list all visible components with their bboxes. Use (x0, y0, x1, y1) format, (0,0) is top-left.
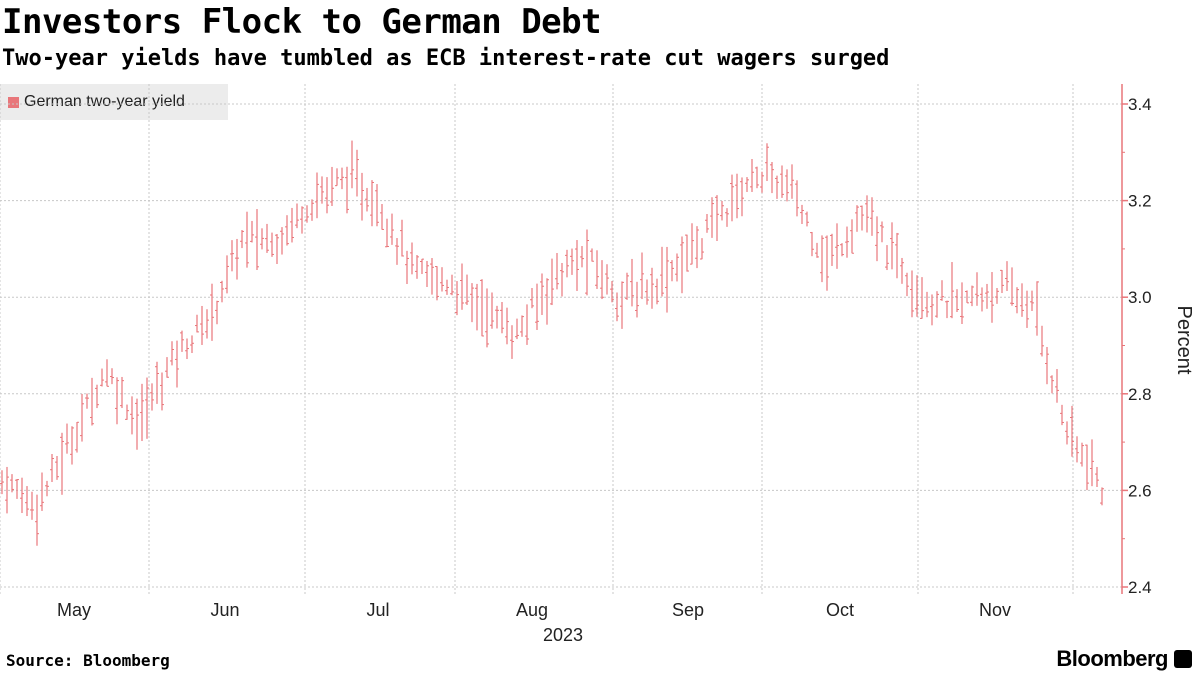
price-bars (0, 140, 1104, 546)
x-axis-year-label: 2023 (543, 625, 583, 645)
y-tick-label: 2.4 (1128, 578, 1152, 597)
x-tick-label: Sep (672, 600, 704, 620)
y-axis-label: Percent (1173, 306, 1195, 375)
x-tick-label: Oct (826, 600, 854, 620)
chart-subtitle: Two-year yields have tumbled as ECB inte… (2, 46, 890, 71)
legend-swatch (8, 96, 19, 108)
legend-label: German two-year yield (24, 93, 185, 110)
y-tick-label: 3.4 (1128, 95, 1152, 114)
brand-logo-text: Bloomberg (1056, 646, 1168, 671)
y-tick-label: 2.8 (1128, 385, 1152, 404)
y-tick-label: 2.6 (1128, 481, 1152, 500)
bloomberg-icon (1174, 650, 1192, 668)
x-tick-label: Jun (210, 600, 239, 620)
source-note: Source: Bloomberg (6, 651, 170, 670)
y-tick-label: 3.2 (1128, 192, 1152, 211)
x-tick-label: May (57, 600, 91, 620)
legend: German two-year yield (0, 84, 228, 120)
x-tick-label: Jul (366, 600, 389, 620)
y-tick-label: 3.0 (1128, 288, 1152, 307)
x-tick-label: Aug (516, 600, 548, 620)
chart-title: Investors Flock to German Debt (2, 2, 602, 42)
x-tick-label: Nov (979, 600, 1011, 620)
